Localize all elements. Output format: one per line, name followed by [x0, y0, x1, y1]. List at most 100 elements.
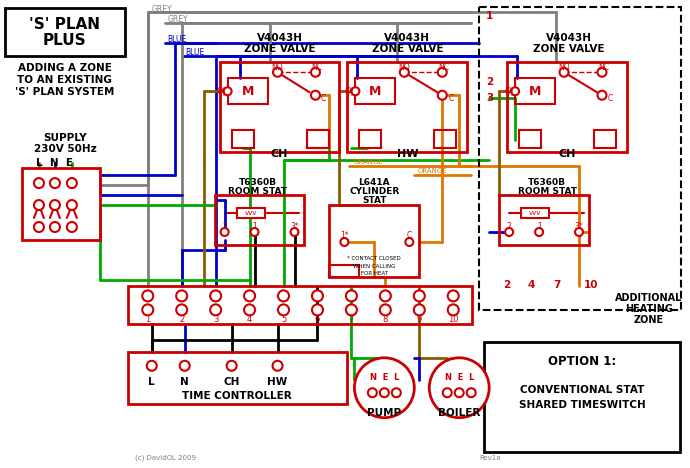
Circle shape [176, 304, 187, 315]
Text: N  E  L: N E L [444, 373, 474, 382]
Bar [308, 130, 329, 148]
Text: V4043H: V4043H [546, 33, 592, 44]
Text: C: C [448, 94, 453, 103]
Text: BLUE: BLUE [168, 35, 187, 44]
Text: C: C [406, 232, 412, 241]
Circle shape [405, 238, 413, 246]
Text: HW: HW [397, 149, 418, 159]
Circle shape [448, 291, 459, 301]
Text: 3*: 3* [290, 221, 299, 231]
Circle shape [575, 228, 583, 236]
Text: C: C [320, 94, 326, 103]
Bar [499, 195, 589, 245]
Circle shape [346, 291, 357, 301]
Text: M: M [241, 85, 254, 98]
Bar [347, 62, 467, 152]
Text: NC: NC [598, 63, 609, 72]
Text: 3: 3 [213, 315, 218, 324]
Circle shape [142, 291, 153, 301]
Text: ROOM STAT: ROOM STAT [518, 187, 577, 196]
Circle shape [176, 291, 187, 301]
Text: ORANGE: ORANGE [353, 159, 383, 165]
Text: O|: O| [504, 87, 514, 96]
Text: * CONTACT CLOSED: * CONTACT CLOSED [348, 256, 402, 262]
Circle shape [278, 291, 289, 301]
Circle shape [67, 178, 77, 188]
Bar [479, 7, 681, 310]
Text: ORANGE: ORANGE [417, 168, 447, 174]
Bar [128, 352, 347, 404]
Text: 1: 1 [253, 221, 257, 231]
Circle shape [560, 68, 569, 77]
Circle shape [250, 228, 259, 236]
Text: PUMP: PUMP [367, 408, 402, 418]
Text: HEATING: HEATING [625, 304, 673, 314]
Text: L641A: L641A [359, 177, 390, 187]
Circle shape [312, 304, 323, 315]
Circle shape [290, 228, 299, 236]
Text: 7: 7 [348, 315, 354, 324]
Text: ADDITIONAL: ADDITIONAL [615, 293, 682, 303]
Circle shape [210, 291, 221, 301]
Circle shape [179, 361, 190, 371]
Circle shape [455, 388, 464, 397]
Text: TO AN EXISTING: TO AN EXISTING [17, 75, 112, 85]
Circle shape [226, 361, 237, 371]
Text: GREY: GREY [168, 15, 188, 24]
Text: CH: CH [558, 149, 575, 159]
Bar [355, 78, 395, 104]
Bar [329, 265, 359, 277]
Text: vvv: vvv [529, 210, 541, 216]
Bar [359, 130, 382, 148]
Text: SUPPLY: SUPPLY [43, 133, 87, 143]
Text: CH: CH [224, 377, 240, 387]
Bar [594, 130, 616, 148]
Text: ZONE VALVE: ZONE VALVE [371, 44, 443, 54]
Circle shape [50, 222, 60, 232]
Text: vvv: vvv [244, 210, 257, 216]
Text: 1: 1 [537, 221, 542, 231]
Circle shape [67, 200, 77, 210]
Text: NC: NC [438, 63, 449, 72]
Text: 2: 2 [504, 280, 511, 290]
Text: M: M [529, 85, 541, 98]
Bar [5, 8, 125, 56]
Circle shape [351, 87, 359, 95]
Circle shape [221, 228, 228, 236]
Text: 4: 4 [247, 315, 253, 324]
Circle shape [273, 361, 282, 371]
Circle shape [312, 291, 323, 301]
Text: 10: 10 [448, 315, 458, 324]
Text: 10: 10 [584, 280, 598, 290]
Text: BOILER: BOILER [438, 408, 480, 418]
Circle shape [34, 200, 44, 210]
Circle shape [380, 388, 389, 397]
Text: BLUE: BLUE [186, 48, 205, 57]
Text: 7: 7 [553, 280, 561, 290]
Circle shape [311, 68, 320, 77]
Text: M: M [369, 85, 382, 98]
Text: NO: NO [398, 63, 410, 72]
Circle shape [224, 87, 232, 95]
Circle shape [429, 358, 489, 418]
Circle shape [34, 222, 44, 232]
Text: SHARED TIMESWITCH: SHARED TIMESWITCH [519, 400, 645, 410]
Text: 5: 5 [281, 315, 286, 324]
Text: 1: 1 [145, 315, 150, 324]
Bar [308, 130, 329, 148]
Text: ZONE: ZONE [634, 315, 664, 325]
Text: N  E  L: N E L [370, 373, 399, 382]
Circle shape [50, 178, 60, 188]
Text: FOR HEAT: FOR HEAT [361, 271, 388, 277]
Circle shape [50, 200, 60, 210]
Text: Rev1a: Rev1a [479, 454, 501, 461]
Bar [507, 62, 627, 152]
Bar [128, 286, 472, 324]
Circle shape [448, 304, 459, 315]
Circle shape [392, 388, 401, 397]
Text: 1*: 1* [340, 232, 348, 241]
Text: 9: 9 [417, 315, 422, 324]
Bar [215, 195, 304, 245]
Circle shape [355, 358, 414, 418]
Text: CH: CH [271, 149, 288, 159]
